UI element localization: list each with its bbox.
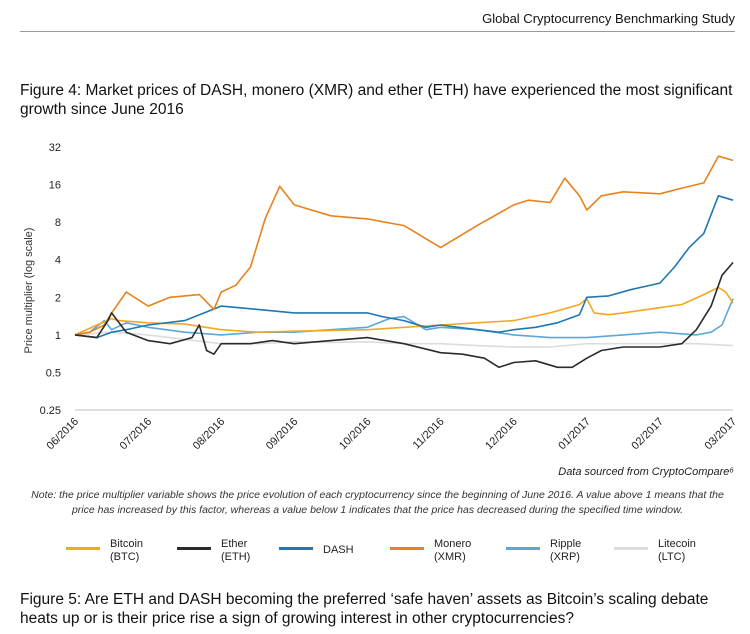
y-tick-label: 4 <box>55 255 61 267</box>
legend-label: Bitcoin (BTC) <box>110 538 143 564</box>
legend-swatch-bitcoin <box>66 547 100 550</box>
x-tick-label: 10/2016 <box>337 416 374 453</box>
y-tick-label: 16 <box>49 180 61 192</box>
legend-label: Ripple (XRP) <box>550 538 581 564</box>
legend-name: Ether <box>221 538 248 550</box>
legend-ticker: (ETH) <box>221 551 251 563</box>
legend-ticker: (LTC) <box>658 551 686 563</box>
legend-name: Bitcoin <box>110 538 144 550</box>
y-axis: 32 16 8 4 2 1 0.5 0.25 <box>40 142 61 417</box>
series-line-ether <box>74 261 734 369</box>
figure-4-caption: Figure 4: Market prices of DASH, monero … <box>20 82 733 118</box>
x-tick-label: 12/2016 <box>483 416 520 453</box>
chart-legend: Bitcoin (BTC) Ether (ETH) DASH Monero (X… <box>66 536 726 572</box>
legend-ticker: (BTC) <box>110 551 140 563</box>
series-lines <box>74 155 734 369</box>
y-tick-label: 0.5 <box>46 367 61 379</box>
x-tick-label: 11/2016 <box>411 416 447 452</box>
x-axis: 06/2016 07/2016 08/2016 09/2016 10/2016 11/20… <box>45 416 740 453</box>
legend-label: Litecoin (LTC) <box>658 538 696 564</box>
series-line-dash <box>74 195 734 339</box>
page-header: Global Cryptocurrency Benchmarking Study <box>20 0 735 32</box>
y-tick-label: 1 <box>55 330 61 342</box>
legend-ticker: (XMR) <box>434 551 466 563</box>
chart-footnote: Note: the price multiplier variable show… <box>31 489 724 516</box>
legend-swatch-ripple <box>506 547 540 550</box>
x-tick-label: 08/2016 <box>191 416 228 453</box>
x-tick-label: 02/2017 <box>629 416 666 453</box>
x-tick-label: 07/2016 <box>118 416 155 453</box>
data-source-note: Data sourced from CryptoCompare⁶ <box>558 466 734 478</box>
legend-label: DASH <box>323 544 354 557</box>
legend-name: DASH <box>323 544 354 556</box>
x-tick-label: 06/2016 <box>45 416 82 453</box>
y-axis-title: Price multiplier (log scale) <box>23 228 35 354</box>
y-tick-label: 2 <box>55 292 61 304</box>
y-tick-label: 8 <box>55 217 61 229</box>
x-tick-label: 03/2017 <box>703 416 740 453</box>
legend-label: Ether (ETH) <box>221 538 250 564</box>
legend-label: Monero (XMR) <box>434 538 471 564</box>
legend-swatch-ether <box>177 547 211 550</box>
legend-swatch-litecoin <box>614 547 648 550</box>
legend-swatch-dash <box>279 547 313 550</box>
y-tick-label: 32 <box>49 142 61 154</box>
legend-ticker: (XRP) <box>550 551 580 563</box>
series-line-ripple <box>74 298 734 339</box>
series-line-bitcoin <box>74 286 734 336</box>
legend-swatch-monero <box>390 547 424 550</box>
study-title: Global Cryptocurrency Benchmarking Study <box>482 11 735 26</box>
price-multiplier-chart: 32 16 8 4 2 1 0.5 0.25 Price multiplier (log sc… <box>23 142 740 453</box>
y-tick-label: 0.25 <box>40 405 61 417</box>
x-tick-label: 09/2016 <box>264 416 301 453</box>
legend-name: Monero <box>434 538 472 550</box>
legend-name: Ripple <box>550 538 582 550</box>
x-tick-label: 01/2017 <box>556 416 593 453</box>
series-line-monero <box>74 155 734 336</box>
legend-name: Litecoin <box>658 538 696 550</box>
figure-5-caption: Figure 5: Are ETH and DASH becoming the … <box>20 591 709 627</box>
